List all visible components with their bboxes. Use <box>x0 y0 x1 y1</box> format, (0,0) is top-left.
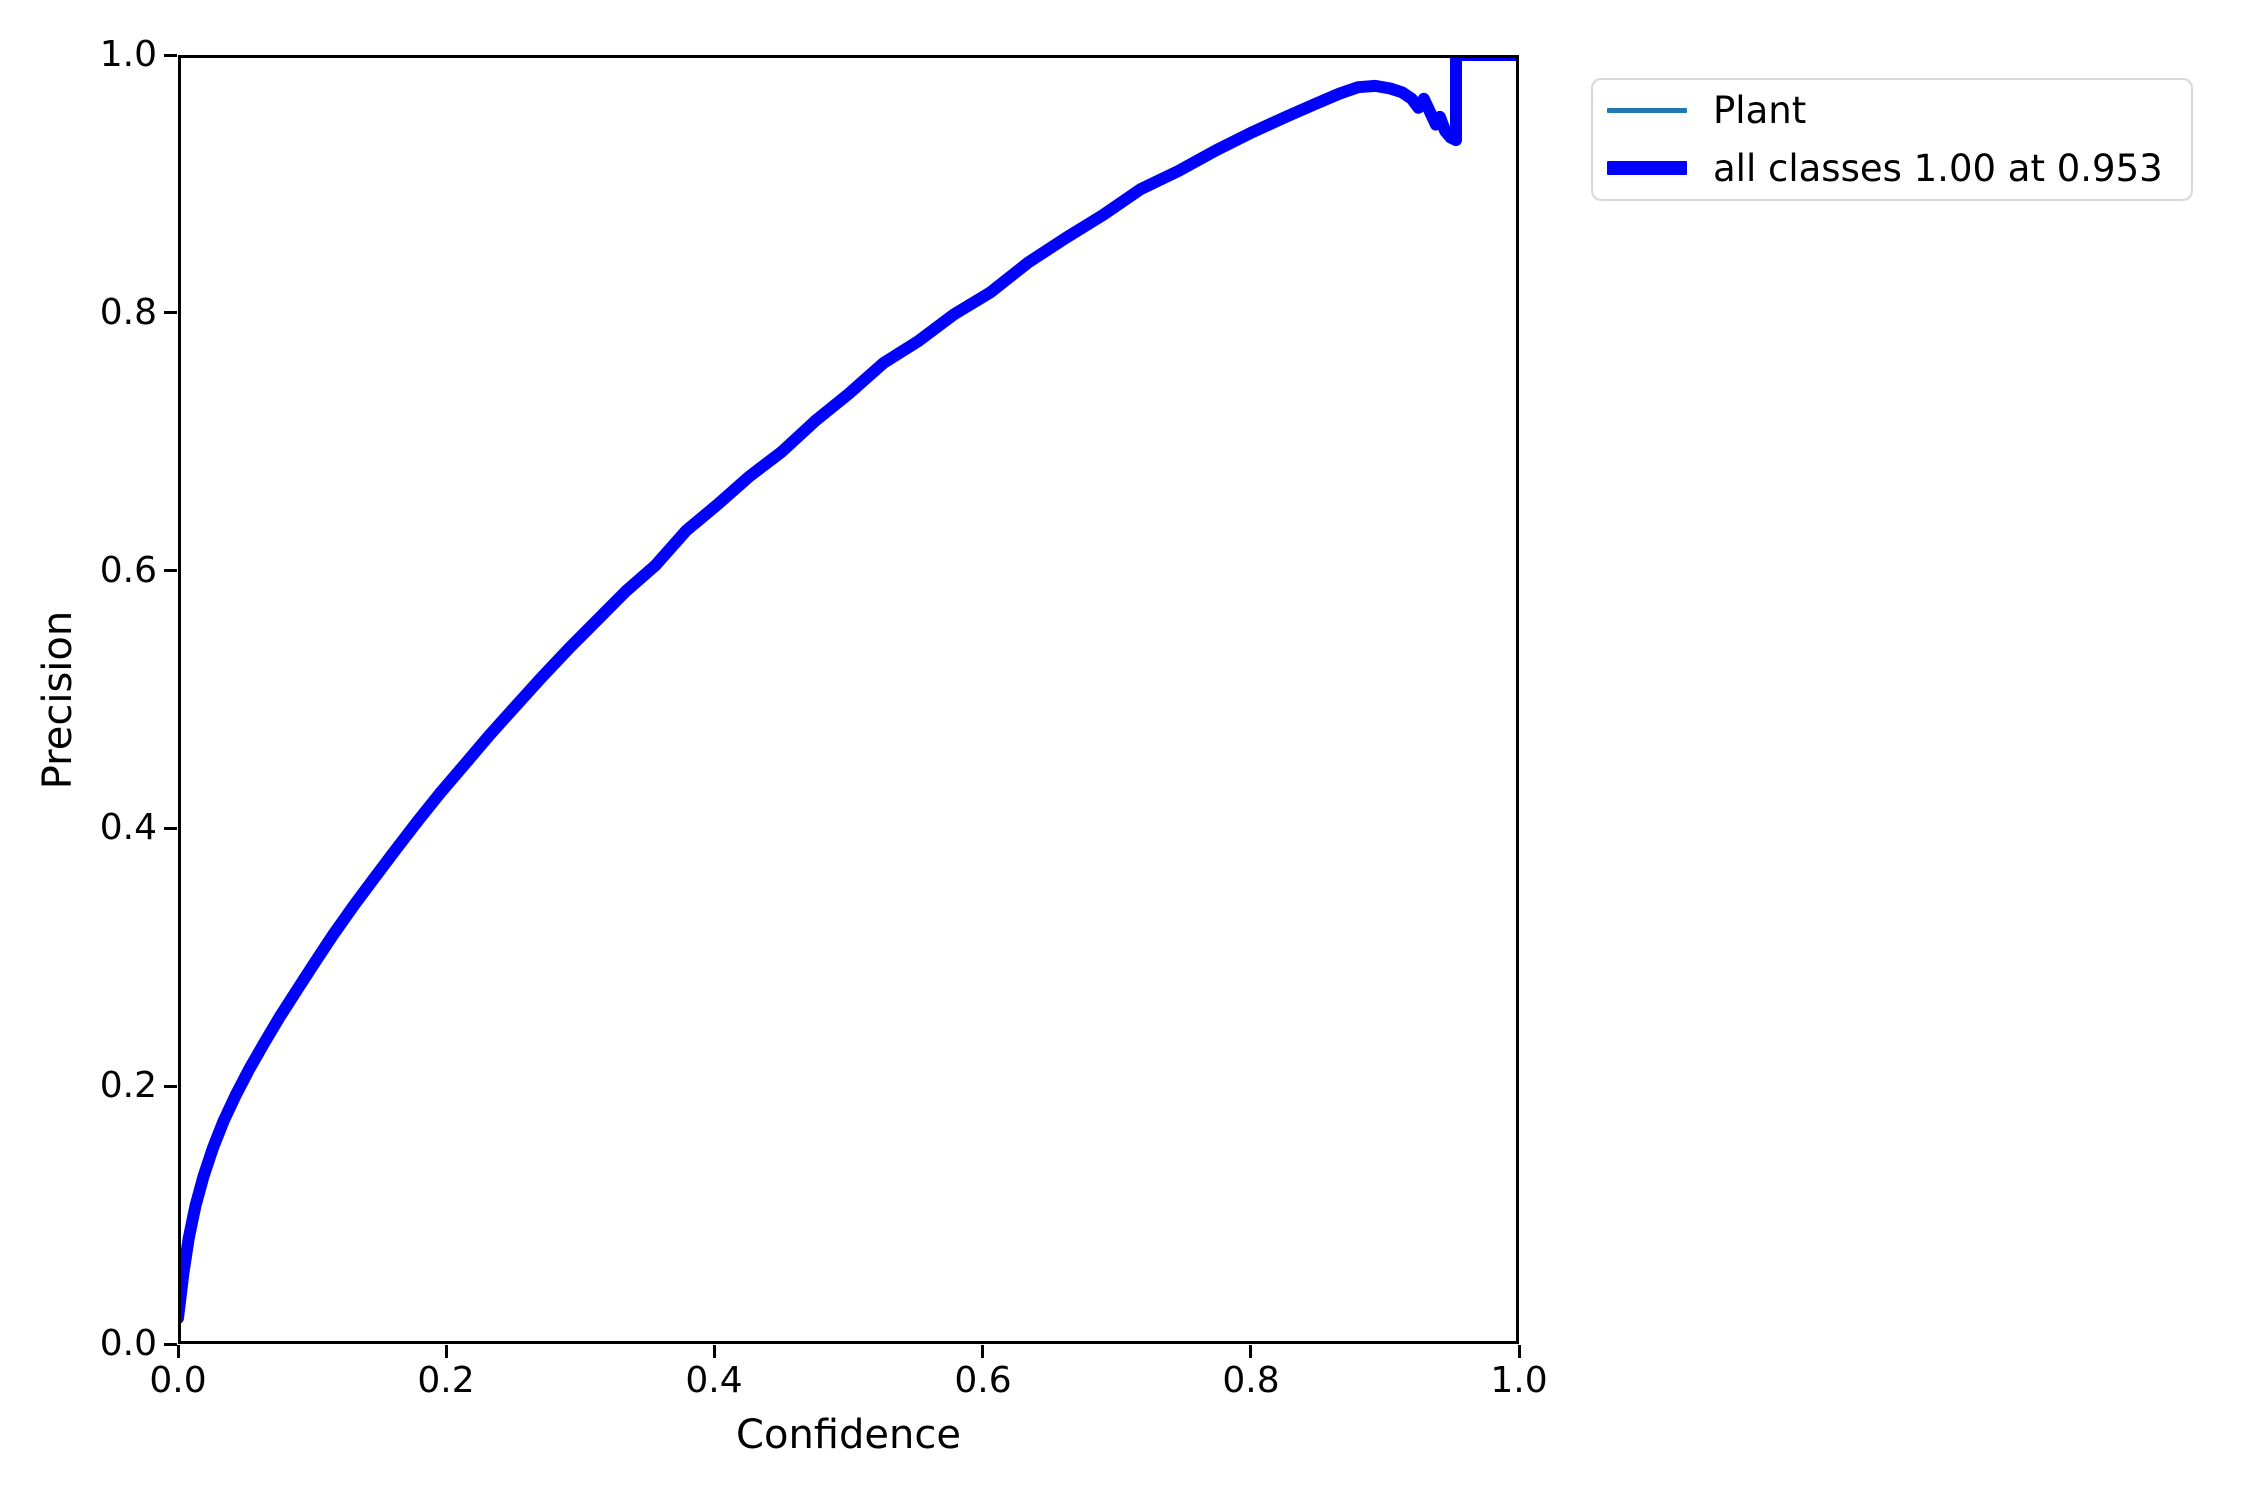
y-tick-mark <box>164 569 177 573</box>
y-tick-label: 0.0 <box>99 1323 157 1364</box>
legend-label: Plant <box>1713 89 1807 133</box>
y-axis-label: Precision <box>35 610 81 790</box>
x-tick-label: 0.0 <box>149 1360 207 1401</box>
series-plant <box>178 55 1519 1321</box>
y-tick-mark <box>164 311 177 315</box>
y-tick-label: 0.4 <box>99 807 157 848</box>
y-tick-mark <box>164 1084 177 1088</box>
y-tick-mark <box>164 1342 177 1346</box>
x-tick-mark <box>981 1345 985 1358</box>
y-tick-label: 0.6 <box>99 550 157 591</box>
x-tick-label: 1.0 <box>1490 1360 1548 1401</box>
series-all-classes-1-00-at-0-953 <box>178 55 1519 1325</box>
legend-label: all classes 1.00 at 0.953 <box>1713 146 2163 190</box>
x-tick-label: 0.6 <box>954 1360 1012 1401</box>
y-tick-label: 0.8 <box>99 292 157 333</box>
y-tick-mark <box>164 53 177 57</box>
legend-entry-all-classes: all classes 1.00 at 0.953 <box>1607 140 2191 198</box>
x-tick-mark <box>1249 1345 1253 1358</box>
x-tick-mark <box>176 1345 180 1358</box>
legend-line-sample-all-classes <box>1607 161 1687 176</box>
plot-border <box>178 55 1519 1344</box>
x-tick-mark <box>444 1345 448 1358</box>
y-tick-label: 0.2 <box>99 1065 157 1106</box>
x-tick-label: 0.8 <box>1222 1360 1280 1401</box>
x-tick-mark <box>1517 1345 1521 1358</box>
legend: Plant all classes 1.00 at 0.953 <box>1591 78 2193 201</box>
legend-entry-plant: Plant <box>1607 82 2191 140</box>
x-tick-label: 0.4 <box>685 1360 743 1401</box>
legend-line-sample-plant <box>1607 108 1687 114</box>
x-axis-label: Confidence <box>736 1412 961 1458</box>
y-tick-mark <box>164 826 177 830</box>
x-tick-label: 0.2 <box>417 1360 475 1401</box>
x-tick-mark <box>712 1345 716 1358</box>
y-tick-label: 1.0 <box>99 34 157 75</box>
plot-area <box>178 55 1519 1344</box>
